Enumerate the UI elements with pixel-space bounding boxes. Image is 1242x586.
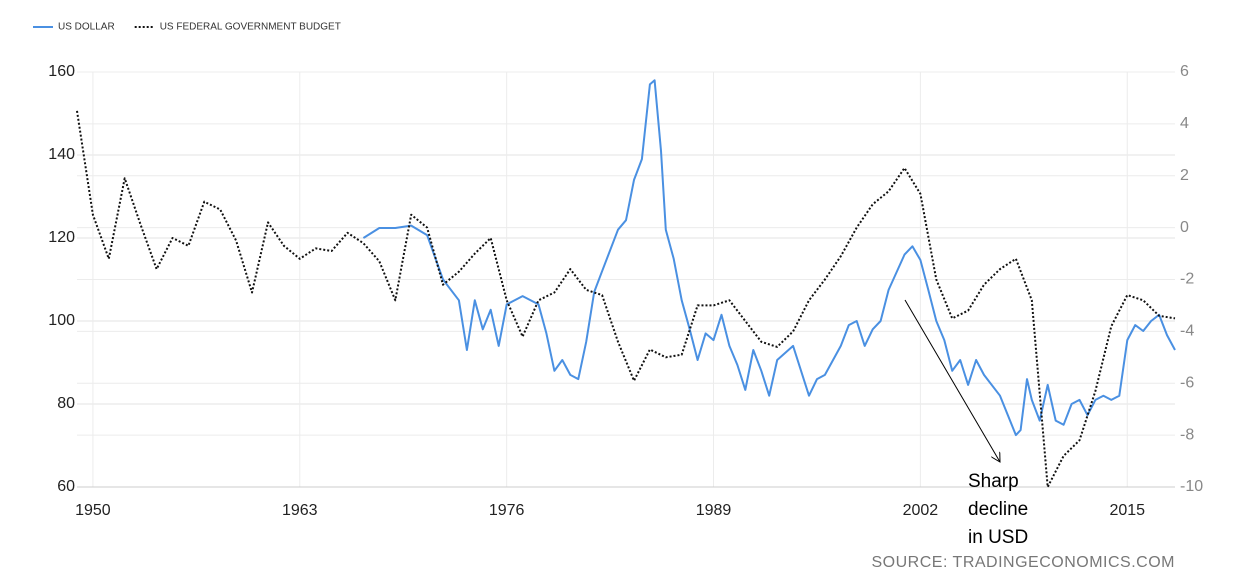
legend-label: US FEDERAL GOVERNMENT BUDGET <box>160 22 341 33</box>
x-tick-label: 1976 <box>489 502 525 519</box>
series-line <box>76 110 1176 488</box>
series-line <box>362 79 1176 437</box>
x-tick-label: 1950 <box>75 502 111 519</box>
annotation: in USD <box>968 527 1028 548</box>
y2-tick-label: -10 <box>1180 478 1203 495</box>
x-tick-label: 1989 <box>696 502 732 519</box>
y2-tick-label: 6 <box>1180 63 1189 80</box>
y2-tick-label: -8 <box>1180 426 1194 443</box>
y-tick-label: 120 <box>48 229 75 246</box>
annotation: Sharp <box>968 471 1019 492</box>
annotation-arrow <box>904 299 1000 462</box>
y-tick-label: 100 <box>48 312 75 329</box>
y2-tick-label: 4 <box>1180 115 1189 132</box>
y2-tick-label: -6 <box>1180 374 1194 391</box>
source: SOURCE: TRADINGECONOMICS.COM <box>872 554 1176 571</box>
annotation: decline <box>968 499 1028 520</box>
x-tick-label: 1963 <box>282 502 318 519</box>
y-tick-label: 80 <box>57 395 75 412</box>
y-tick-label: 140 <box>48 146 75 163</box>
y2-tick-label: 0 <box>1180 219 1189 236</box>
y2-tick-label: -2 <box>1180 271 1194 288</box>
legend-label: US DOLLAR <box>58 22 115 33</box>
x-tick-label: 2015 <box>1109 502 1145 519</box>
y2-tick-label: -4 <box>1180 323 1194 340</box>
grid <box>77 71 1175 488</box>
y-tick-label: 160 <box>48 63 75 80</box>
y2-tick-label: 2 <box>1180 167 1189 184</box>
y-tick-label: 60 <box>57 478 75 495</box>
x-tick-label: 2002 <box>903 502 939 519</box>
